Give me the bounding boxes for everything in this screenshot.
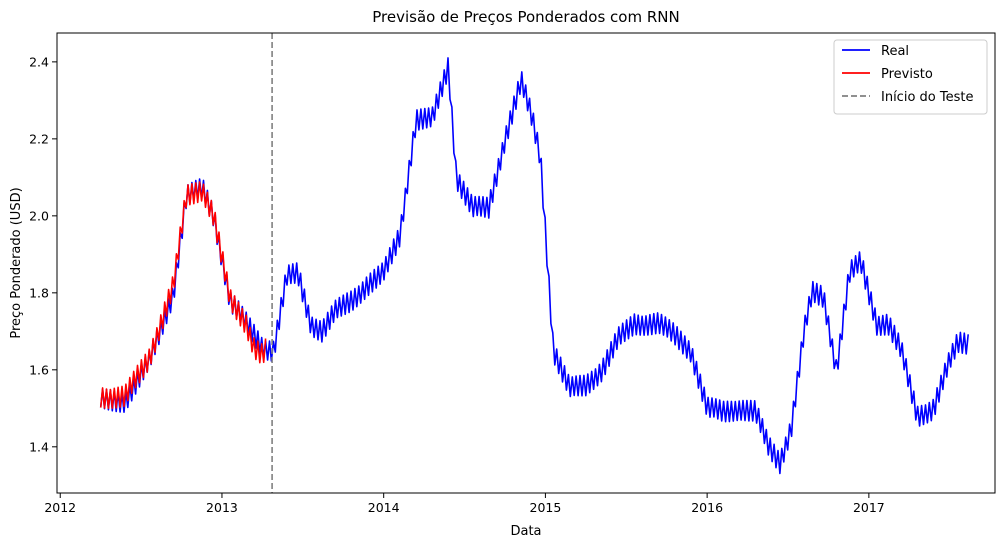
x-tick-label: 2012 <box>44 500 76 515</box>
y-tick-label: 2.2 <box>29 131 49 146</box>
x-tick-label: 2014 <box>368 500 400 515</box>
x-axis: 2012 2013 2014 2015 2016 2017 <box>44 493 885 515</box>
x-tick-label: 2013 <box>206 500 238 515</box>
plot-frame <box>56 32 996 494</box>
x-axis-title: Data <box>510 524 541 539</box>
y-tick-label: 1.6 <box>29 362 49 377</box>
y-tick-label: 2.0 <box>29 208 49 223</box>
legend-previsto-label: Previsto <box>881 67 933 82</box>
legend-box <box>833 39 988 115</box>
x-tick-label: 2017 <box>853 500 885 515</box>
y-tick-label: 1.8 <box>29 285 49 300</box>
legend: Real Previsto Início do Teste <box>833 39 988 115</box>
y-axis-title: Preço Ponderado (USD) <box>9 187 24 338</box>
x-tick-label: 2015 <box>530 500 562 515</box>
legend-test-start-label: Início do Teste <box>881 90 973 105</box>
y-axis: 1.4 1.6 1.8 2.0 2.2 2.4 <box>29 54 57 454</box>
x-tick-label: 2016 <box>691 500 723 515</box>
series-line-real <box>99 57 969 475</box>
y-tick-label: 2.4 <box>29 54 49 69</box>
chart-title: Previsão de Preços Ponderados com RNN <box>372 8 679 26</box>
series-line-previsto <box>99 181 267 410</box>
legend-real-label: Real <box>881 44 909 59</box>
plot-lines <box>99 57 969 475</box>
y-tick-label: 1.4 <box>29 439 49 454</box>
